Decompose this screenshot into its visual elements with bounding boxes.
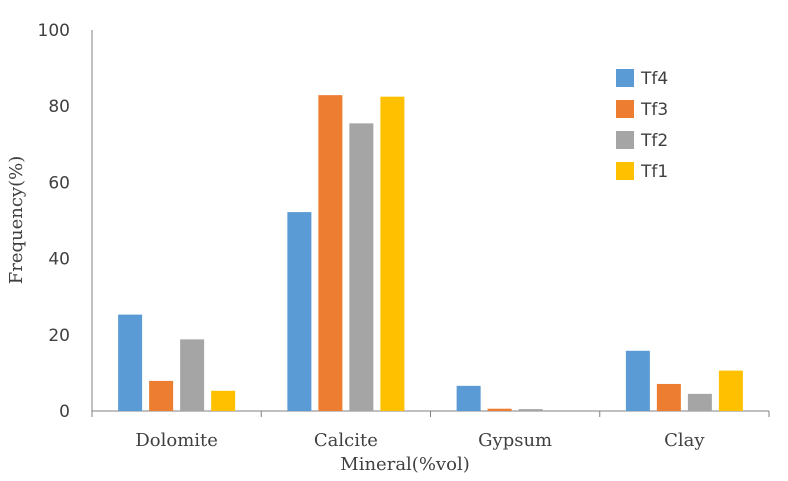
y-tick-label: 20: [48, 326, 70, 346]
y-tick-label: 80: [48, 97, 70, 117]
bar-tf2-calcite: [349, 123, 374, 411]
bar-tf1-calcite: [380, 96, 405, 412]
x-tick-marks: [91, 411, 770, 417]
bar-tf2-clay: [687, 393, 712, 411]
legend-label-tf3: Tf3: [640, 100, 668, 120]
bar-tf4-gypsum: [456, 385, 481, 411]
legend-label-tf2: Tf2: [640, 131, 668, 151]
bar-tf3-dolomite: [149, 380, 174, 411]
y-tick-label: 60: [48, 173, 70, 193]
category-label: Clay: [664, 430, 705, 451]
legend-label-tf1: Tf1: [640, 162, 668, 182]
category-labels: Dolomite Calcite Gypsum Clay: [135, 430, 705, 451]
bars-group: [118, 95, 743, 412]
x-axis-title: Mineral(%vol): [340, 454, 469, 475]
category-label: Calcite: [314, 430, 378, 451]
legend-label-tf4: Tf4: [640, 69, 668, 89]
category-label: Gypsum: [478, 430, 552, 451]
legend-swatch-tf3: [616, 100, 634, 118]
y-tick-label: 100: [38, 21, 70, 41]
bar-tf4-clay: [625, 350, 650, 411]
bar-tf3-calcite: [318, 95, 343, 411]
bar-tf3-gypsum: [487, 408, 512, 411]
y-tick-labels: 0 20 40 60 80 100: [38, 21, 70, 422]
bar-tf1-dolomite: [211, 390, 236, 411]
legend-swatch-tf4: [616, 69, 634, 87]
bar-tf3-clay: [656, 383, 681, 411]
legend-swatch-tf1: [616, 162, 634, 180]
y-tick-label: 40: [48, 250, 70, 270]
bar-tf2-dolomite: [180, 339, 205, 411]
category-label: Dolomite: [135, 430, 218, 451]
legend: Tf4 Tf3 Tf2 Tf1: [616, 69, 668, 182]
y-axis-title: Frequency(%): [6, 156, 27, 285]
bar-tf2-gypsum: [518, 409, 543, 411]
legend-swatch-tf2: [616, 131, 634, 149]
bar-tf4-calcite: [287, 212, 312, 411]
bar-tf4-dolomite: [118, 314, 143, 411]
bar-tf1-clay: [718, 370, 743, 411]
y-tick-label: 0: [59, 402, 70, 422]
